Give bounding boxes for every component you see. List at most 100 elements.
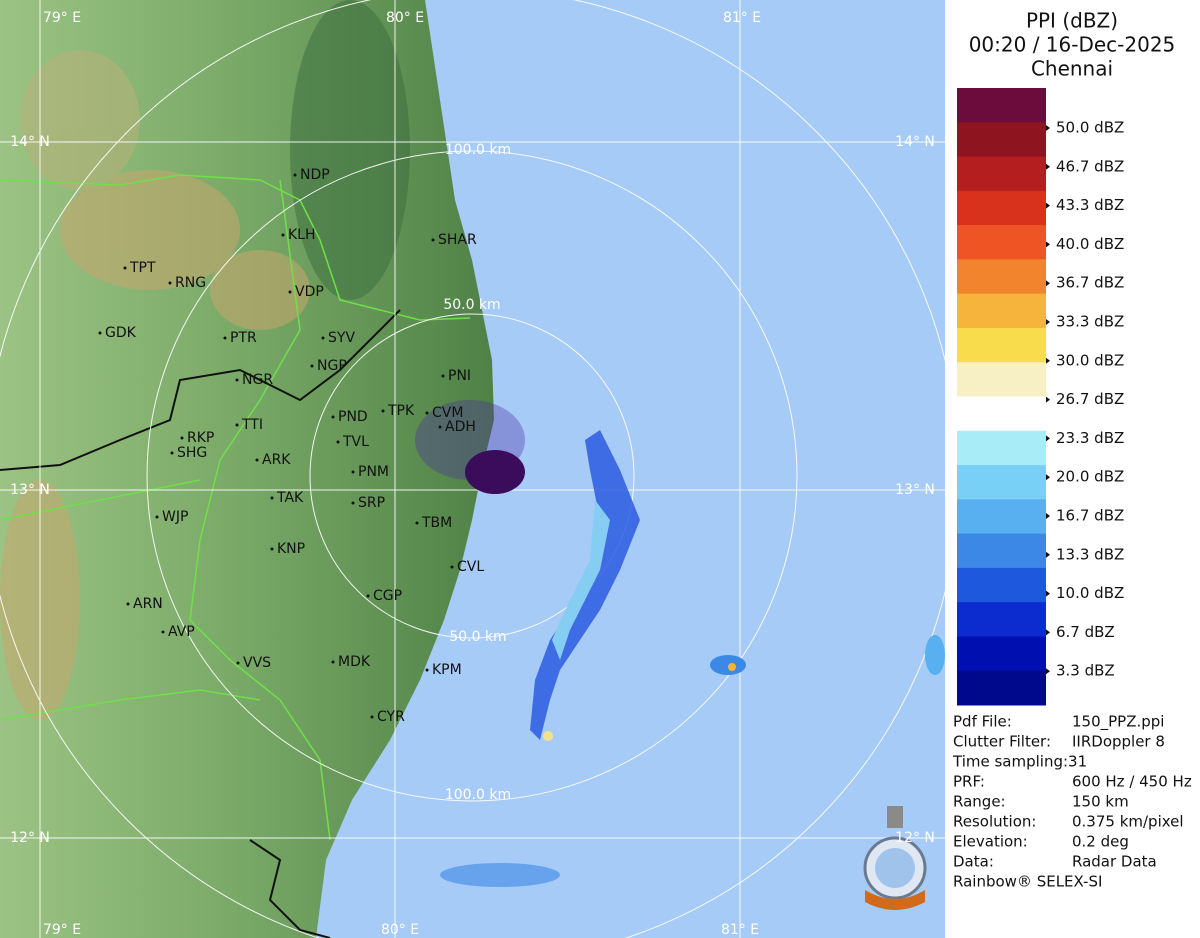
station-dot <box>126 602 130 606</box>
legend-swatch <box>957 396 1046 432</box>
station-dot <box>438 425 442 429</box>
legend-label: 33.3 dBZ <box>1056 313 1124 331</box>
station-dot <box>321 336 325 340</box>
legend-label: 3.3 dBZ <box>1056 662 1115 680</box>
station-label: SHAR <box>438 232 477 248</box>
legend-swatch <box>957 499 1046 535</box>
legend-swatch <box>957 636 1046 672</box>
station-dot <box>270 547 274 551</box>
station-label: PNM <box>358 464 389 480</box>
legend-tick <box>1046 357 1050 364</box>
station-dot <box>235 423 239 427</box>
station-label: TPK <box>387 403 415 419</box>
legend-label: 46.7 dBZ <box>1056 157 1124 175</box>
station-label: VVS <box>243 655 271 671</box>
grid-label: 14° N <box>895 134 935 150</box>
station-dot <box>450 565 454 569</box>
legend-label: 16.7 dBZ <box>1056 507 1124 525</box>
station-dot <box>123 266 127 270</box>
panel-time: 00:20 / 16-Dec-2025 <box>969 33 1176 57</box>
state-boundary <box>0 174 471 841</box>
station-label: NGR <box>242 372 273 388</box>
legend-label: 6.7 dBZ <box>1056 623 1115 641</box>
station-dot <box>351 470 355 474</box>
station-label: RNG <box>175 275 206 291</box>
info-key: Clutter Filter: <box>953 733 1051 751</box>
grid <box>0 0 945 938</box>
legend-tick <box>1046 280 1050 287</box>
station-dot <box>235 378 239 382</box>
legend-label: 36.7 dBZ <box>1056 274 1124 292</box>
grid-label: 81° E <box>721 922 759 938</box>
map <box>0 0 945 938</box>
station-dot <box>415 521 419 525</box>
station-dot <box>170 451 174 455</box>
grid-label: 81° E <box>723 10 761 26</box>
station-label: KLH <box>288 227 316 243</box>
legend-swatch <box>957 465 1046 500</box>
station-dot <box>425 668 429 672</box>
info-key: Time sampling:31 <box>952 753 1087 771</box>
legend-swatch <box>957 259 1046 295</box>
info-value: 0.375 km/pixel <box>1072 813 1184 831</box>
station-dot <box>155 515 159 519</box>
station-label: TTI <box>241 417 263 433</box>
station-dot <box>431 238 435 242</box>
info-value: 150 km <box>1072 793 1129 811</box>
station-label: SYV <box>328 330 355 346</box>
legend-label: 10.0 dBZ <box>1056 584 1124 602</box>
station-label: PTR <box>230 330 257 346</box>
station-dot <box>331 415 335 419</box>
station-label: SHG <box>177 445 207 461</box>
grid-label: 80° E <box>381 922 419 938</box>
station-label: NDP <box>300 167 330 183</box>
legend-swatch <box>957 225 1046 260</box>
station-label: ARK <box>262 452 291 468</box>
legend-tick <box>1046 590 1050 597</box>
grid-label: 14° N <box>10 134 50 150</box>
legend-label: 20.0 dBZ <box>1056 468 1124 486</box>
station-label: CVL <box>457 559 484 575</box>
info-key: Resolution: <box>953 813 1036 831</box>
station-dot <box>293 173 297 177</box>
station-label: PNI <box>448 368 471 384</box>
station-dot <box>310 364 314 368</box>
legend-tick <box>1046 241 1050 248</box>
info-key: Pdf File: <box>953 713 1012 731</box>
grid-label: 13° N <box>10 482 50 498</box>
station-label: TBM <box>421 515 452 531</box>
station-label: CYR <box>377 709 405 725</box>
range-label: 50.0 km <box>449 629 506 645</box>
info-key: Range: <box>953 793 1006 811</box>
station-dot <box>425 411 429 415</box>
legend-tick <box>1046 163 1050 170</box>
panel-station: Chennai <box>1031 57 1113 81</box>
station-dot <box>366 594 370 598</box>
station-dot <box>180 436 184 440</box>
station-dot <box>441 374 445 378</box>
station-label: ARN <box>133 596 163 612</box>
station-label: AVP <box>168 624 195 640</box>
range-label: 50.0 km <box>443 297 500 313</box>
station-dot <box>98 331 102 335</box>
info-key: Elevation: <box>953 833 1028 851</box>
station-label: CVM <box>432 405 463 421</box>
station-dot <box>281 233 285 237</box>
legend-label: 50.0 dBZ <box>1056 119 1124 137</box>
station-label: TPT <box>129 260 156 276</box>
legend-tick <box>1046 435 1050 442</box>
station-label: MDK <box>338 654 371 670</box>
legend-swatch <box>957 362 1046 397</box>
info-key: Rainbow® SELEX-SI <box>953 873 1102 891</box>
station-label: TVL <box>342 434 369 450</box>
legend-tick <box>1046 396 1050 403</box>
legend-tick <box>1046 202 1050 209</box>
station-label: PND <box>338 409 368 425</box>
legend-label: 26.7 dBZ <box>1056 390 1124 408</box>
station-dot <box>236 661 240 665</box>
station-dot <box>331 660 335 664</box>
station-dot <box>336 440 340 444</box>
legend-tick <box>1046 125 1050 131</box>
legend-label: 30.0 dBZ <box>1056 351 1124 369</box>
legend-swatch <box>957 293 1046 329</box>
